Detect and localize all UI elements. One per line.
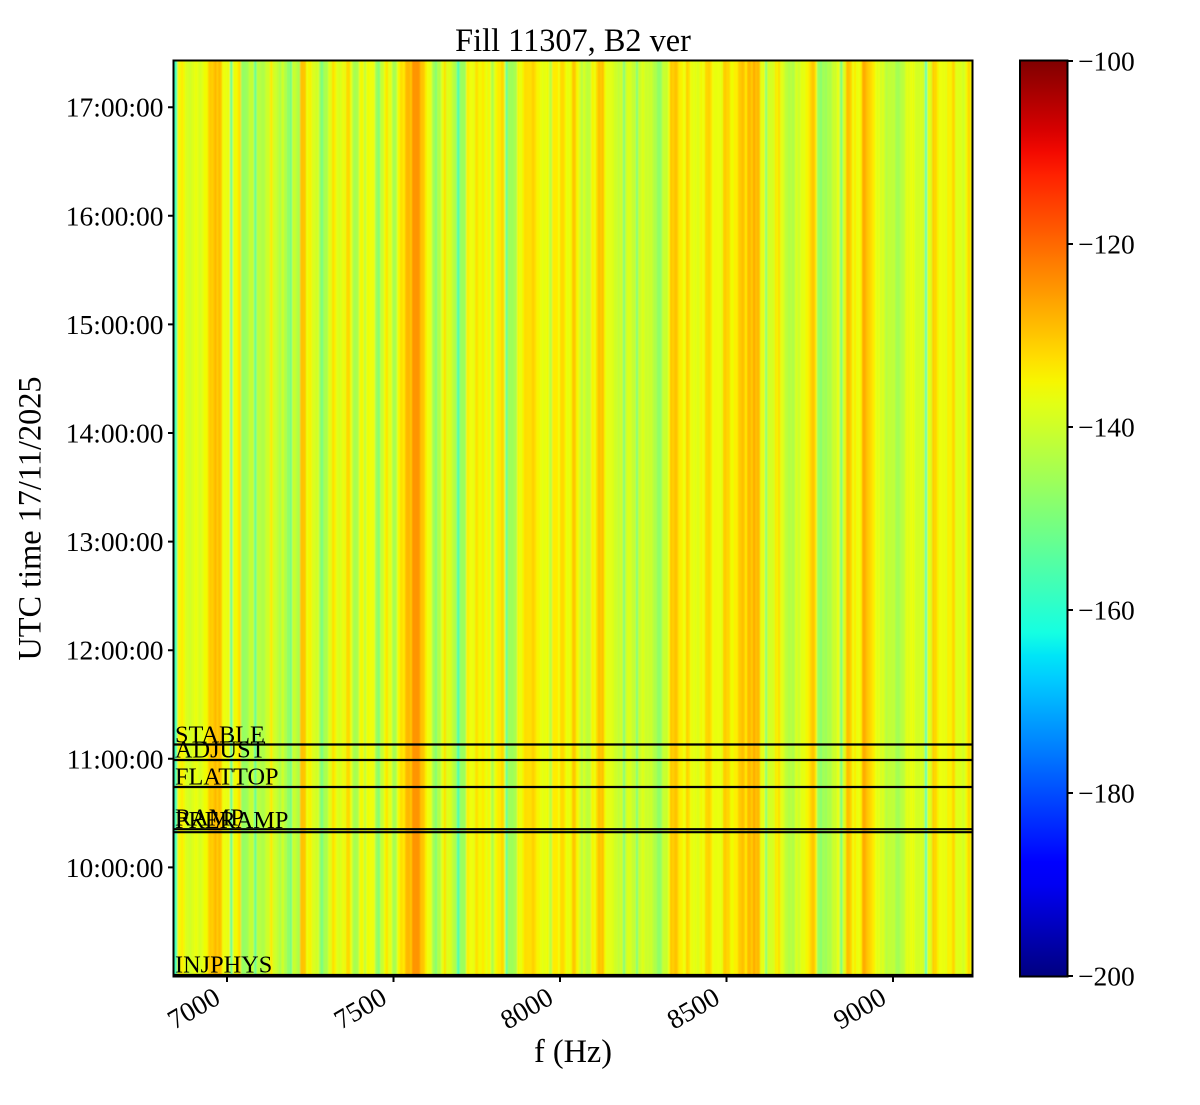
svg-text:PRERAMP: PRERAMP xyxy=(175,807,288,834)
svg-text:f (Hz): f (Hz) xyxy=(534,1033,612,1069)
svg-text:STABLE: STABLE xyxy=(175,722,265,749)
svg-text:ADJUST: ADJUST xyxy=(175,737,266,764)
svg-text:−180: −180 xyxy=(1078,778,1135,809)
svg-text:17:00:00: 17:00:00 xyxy=(66,92,164,123)
svg-text:11:00:00: 11:00:00 xyxy=(67,743,164,774)
svg-text:UTC time 17/11/2025: UTC time 17/11/2025 xyxy=(12,376,48,660)
svg-text:−140: −140 xyxy=(1078,412,1135,443)
svg-text:12:00:00: 12:00:00 xyxy=(66,635,164,666)
svg-text:10:00:00: 10:00:00 xyxy=(66,852,164,883)
svg-text:INJPHYS: INJPHYS xyxy=(175,952,272,979)
svg-text:FLATTOP: FLATTOP xyxy=(175,764,279,791)
svg-text:14:00:00: 14:00:00 xyxy=(66,418,164,449)
svg-text:13:00:00: 13:00:00 xyxy=(66,526,164,557)
svg-text:15:00:00: 15:00:00 xyxy=(66,309,164,340)
svg-text:RAMP: RAMP xyxy=(175,804,244,831)
svg-text:−200: −200 xyxy=(1078,961,1135,992)
svg-text:−100: −100 xyxy=(1078,46,1135,77)
svg-text:Fill 11307, B2 ver: Fill 11307, B2 ver xyxy=(455,22,691,58)
svg-text:−160: −160 xyxy=(1078,595,1135,626)
svg-text:16:00:00: 16:00:00 xyxy=(66,200,164,231)
svg-text:−120: −120 xyxy=(1078,229,1135,260)
